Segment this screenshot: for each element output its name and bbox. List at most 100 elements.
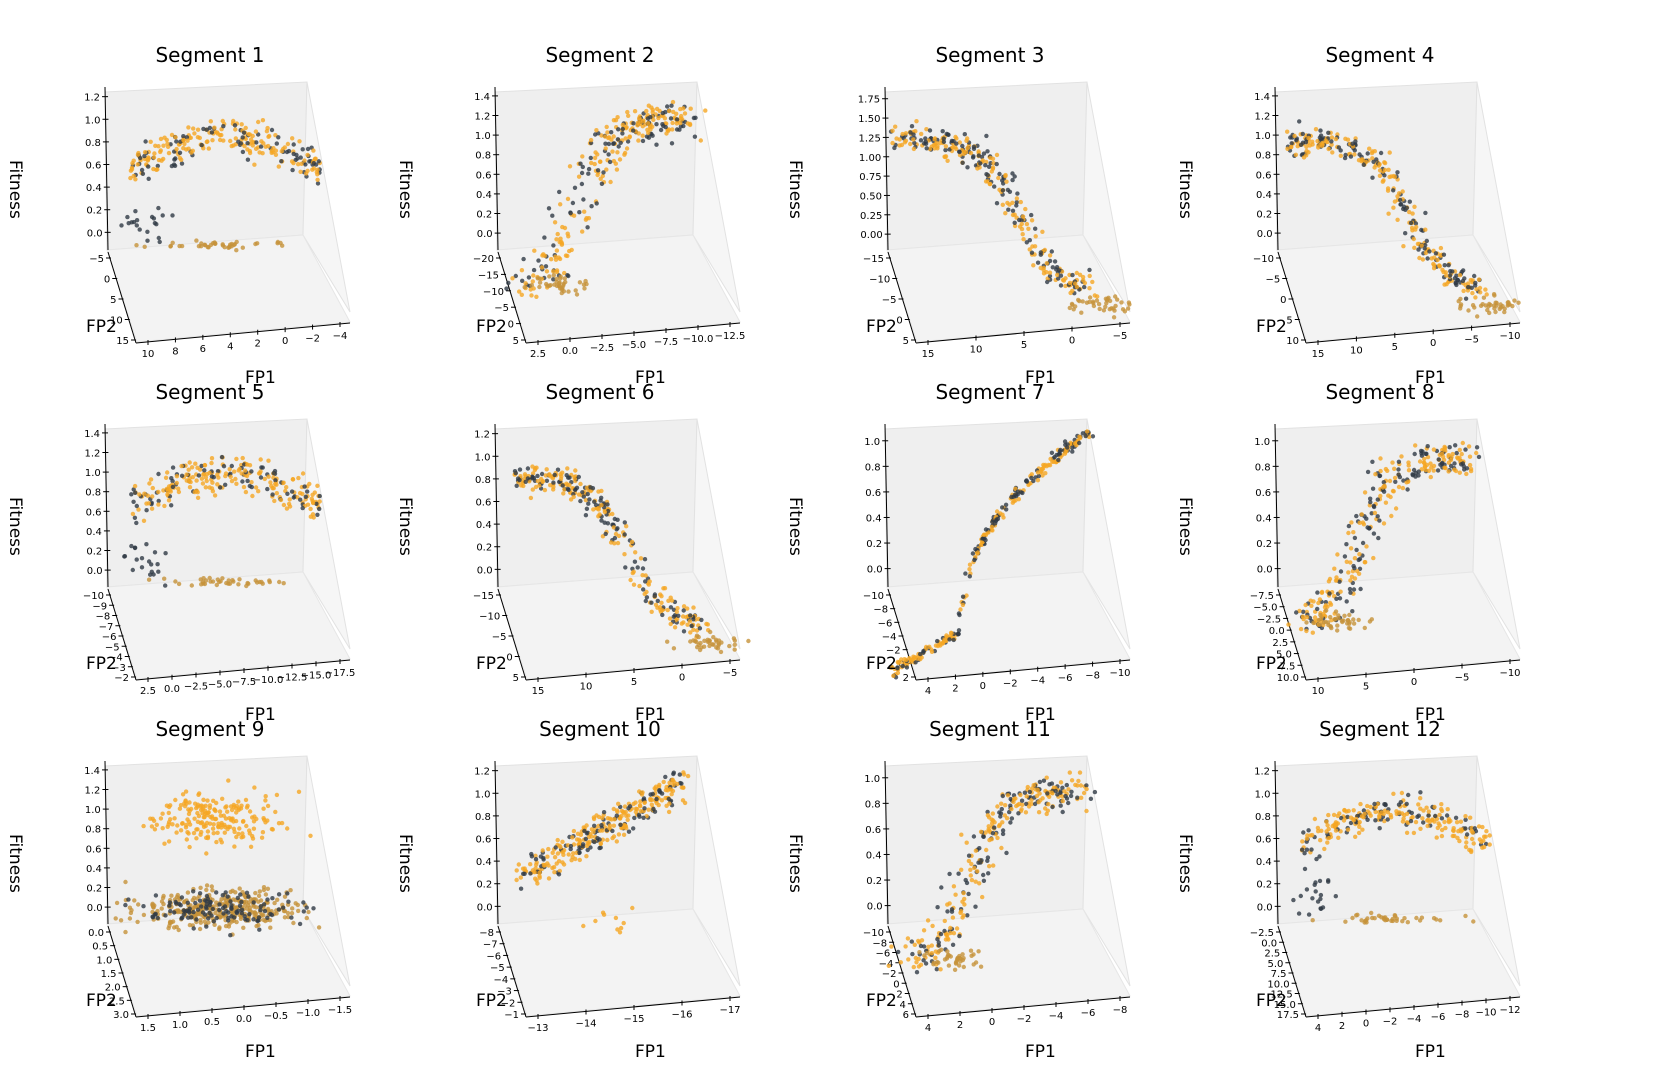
y-tick-label: 0.5 (92, 942, 108, 953)
scatter-point (1301, 609, 1306, 614)
scatter-point (948, 925, 953, 931)
scatter-point (1016, 497, 1021, 502)
scatter-point (1449, 455, 1454, 460)
scatter-point (1032, 244, 1038, 249)
scatter-point (296, 908, 301, 914)
z-axis-label: Fitness (5, 160, 25, 219)
scatter-point (560, 483, 565, 488)
scatter-point (185, 890, 191, 895)
scatter-point (257, 471, 262, 476)
scatter-point (1310, 918, 1315, 923)
y-tick-label: 5 (110, 295, 116, 306)
scatter-point (667, 616, 673, 621)
scatter-point (148, 139, 153, 144)
x-axis-label: FP1 (1415, 368, 1446, 388)
scatter-point (1464, 832, 1470, 837)
scatter-point (209, 474, 215, 479)
scatter-point (680, 117, 685, 122)
scatter-point (1033, 226, 1038, 231)
scatter-point (212, 493, 218, 498)
scatter-point (1467, 462, 1473, 468)
scatter-point (145, 158, 151, 163)
chart-title: Segment 12 (1319, 717, 1441, 741)
y-axis-label: FP2 (476, 317, 507, 337)
chart-panel: 0.00 0.25 0.50 0.75 1.00 1.25 1.50 1.75 −15 −10 −5… (785, 40, 1190, 388)
scatter-point (135, 162, 140, 167)
scatter-point (1022, 790, 1028, 795)
z-tick-label: 0.25 (860, 211, 882, 222)
chart-panel: 0.0 0.2 0.4 0.6 0.8 1.0 1.2 −2.5 0.0 2.5 5.0 7.5 10.… (1175, 714, 1580, 1062)
y-axis-line (887, 251, 917, 344)
floor-pane (496, 571, 741, 680)
scatter-point (1446, 469, 1451, 474)
scatter-point (203, 578, 209, 583)
scatter-point (236, 806, 242, 811)
scatter-point (642, 806, 647, 811)
scatter-point (199, 582, 204, 587)
scatter-point (1376, 535, 1381, 541)
x-tick-label: 0 (1069, 336, 1075, 347)
scatter-point (580, 164, 585, 170)
scatter-point (270, 492, 275, 497)
scatter-point (640, 790, 645, 795)
scatter-point (909, 124, 915, 129)
scatter-point (1336, 613, 1341, 618)
scatter-point (1428, 474, 1433, 480)
chart-panel: 0.00.20.40.60.81.0−10−8−6−4−202420−2−4−6… (785, 377, 1190, 725)
scatter-point (291, 151, 296, 157)
scatter-point (623, 565, 628, 570)
scatter-point (711, 635, 716, 640)
scatter-point (594, 813, 599, 818)
z-tick-label: 1.0 (1254, 437, 1270, 448)
scatter-point (233, 890, 238, 895)
scatter-point (981, 878, 987, 883)
scatter-point (1412, 451, 1417, 457)
z-tick-label: 0.8 (1255, 462, 1271, 473)
x-tick-label: 10 (970, 345, 983, 356)
scatter-point (1060, 785, 1065, 790)
scatter-point (949, 907, 955, 912)
scatter-point (1310, 142, 1315, 147)
scatter-point (1318, 612, 1323, 618)
x-tick-label: −4 (1030, 676, 1045, 687)
scatter-point (932, 137, 937, 142)
scatter-point (1300, 839, 1305, 844)
scatter-point (228, 889, 233, 895)
scatter-point (122, 554, 128, 559)
y-axis-label: FP2 (1256, 654, 1287, 674)
scatter-point (612, 516, 617, 522)
scatter-point (644, 595, 650, 600)
scatter-point (1075, 795, 1080, 800)
scatter-point (129, 220, 134, 225)
y-tick-label: 15.0 (1274, 1000, 1296, 1011)
scatter-point (249, 480, 254, 485)
x-tick-label: −10 (1475, 1007, 1496, 1018)
scatter-point (535, 473, 540, 479)
scatter-point (912, 942, 917, 947)
scatter-point (145, 493, 150, 498)
scatter-point (1418, 790, 1423, 795)
scatter-point (1035, 478, 1041, 483)
scatter-point (1333, 578, 1339, 583)
scatter-point (179, 157, 184, 162)
scatter-point (174, 894, 180, 900)
scatter-point (1471, 919, 1476, 924)
scatter-point (945, 909, 950, 914)
scatter-point (152, 912, 157, 917)
scatter-point (1423, 242, 1428, 248)
scatter-point (541, 863, 547, 868)
scatter-point (1021, 237, 1026, 242)
scatter-point (1502, 309, 1507, 315)
scatter-point (981, 872, 986, 878)
scatter-point (994, 201, 1000, 206)
scatter-point (1372, 510, 1378, 516)
scatter-point (1044, 775, 1049, 780)
scatter-point (279, 159, 284, 164)
scatter-point (621, 920, 626, 926)
scatter-point (1056, 452, 1061, 457)
scatter-point (1000, 793, 1005, 799)
scatter-point (576, 492, 582, 497)
scatter-point (165, 141, 170, 146)
scatter-point (223, 923, 229, 929)
scatter-point (681, 608, 686, 613)
